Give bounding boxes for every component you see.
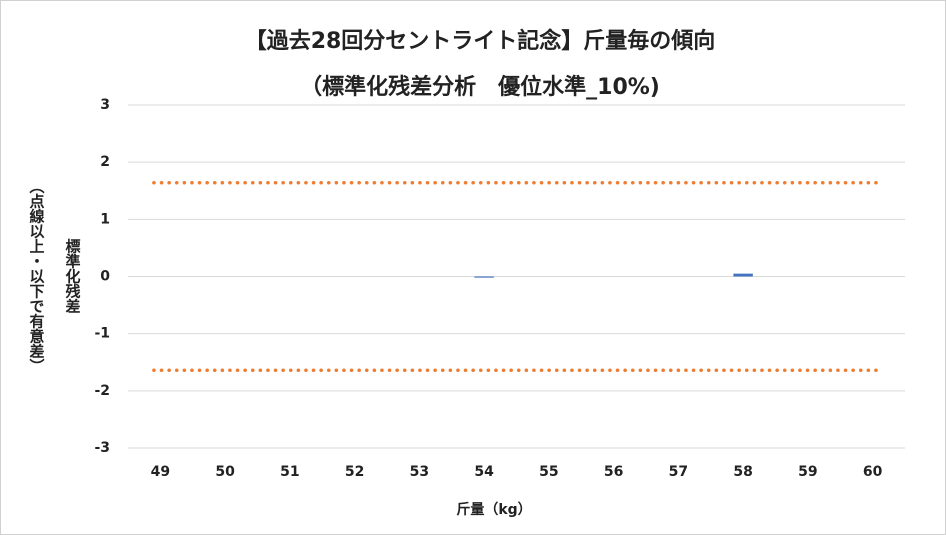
y-tick-label: -3 (94, 440, 110, 456)
x-tick-label: 59 (798, 464, 817, 480)
bar (474, 276, 494, 278)
y-tick-label: -1 (94, 326, 110, 342)
x-tick-label: 58 (733, 464, 752, 480)
x-tick-label: 49 (151, 464, 170, 480)
bar (733, 273, 753, 277)
x-tick-label: 54 (474, 464, 494, 480)
y-tick-label: -2 (94, 383, 110, 399)
x-tick-label: 50 (215, 464, 235, 480)
y-tick-label: 2 (100, 154, 110, 170)
x-tick-label: 57 (669, 464, 688, 480)
y-tick-label: 3 (100, 97, 110, 113)
x-tick-label: 55 (539, 464, 558, 480)
x-tick-label: 51 (280, 464, 299, 480)
y-tick-label: 1 (100, 211, 110, 227)
y-axis-note: （点線以上・以下で有意差） (28, 179, 46, 374)
y-axis-label: 標準化残差 (64, 238, 82, 314)
chart-subtitle: （標準化残差分析 優位水準_10%) (300, 74, 660, 100)
x-tick-label: 53 (410, 464, 429, 480)
x-tick-label: 56 (604, 464, 623, 480)
x-tick-label: 52 (345, 464, 364, 480)
x-tick-label: 60 (863, 464, 883, 480)
y-tick-label: 0 (100, 269, 110, 285)
x-axis-label: 斤量（kg） (456, 501, 531, 518)
chart-title: 【過去28回分セントライト記念】斤量毎の傾向 (245, 28, 716, 54)
